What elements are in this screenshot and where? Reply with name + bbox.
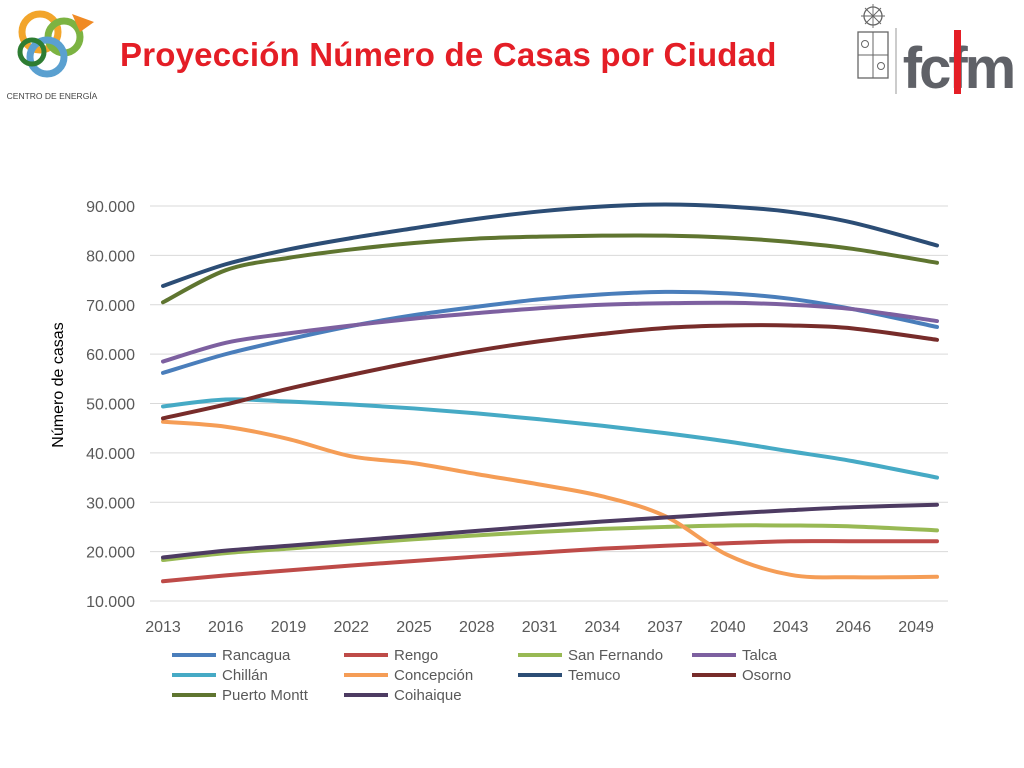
x-tick-label: 2022 [333,619,369,636]
legend-label: Rancagua [222,647,291,664]
legend-item: Concepción [344,667,473,684]
legend-label: Rengo [394,647,438,664]
y-axis-title: Número de casas [50,322,67,447]
series-line-puerto-montt [161,233,939,305]
x-tick-label: 2043 [773,619,809,636]
fcfm-logo: fcfm [857,4,1016,100]
series-line-coihaique [161,502,939,560]
legend-item: San Fernando [518,647,663,664]
series-line-talca [161,300,939,364]
legend-label: Concepción [394,667,473,684]
legend-item: Puerto Montt [172,687,309,704]
chart-series [161,202,939,584]
x-tick-label: 2040 [710,619,746,636]
page-title: Proyección Número de Casas por Ciudad [120,36,777,73]
legend-item: Rancagua [172,647,291,664]
legend-item: Osorno [692,667,791,684]
x-tick-label: 2049 [898,619,934,636]
series-line-concepci-n [161,419,939,580]
legend-item: Temuco [518,667,621,684]
y-tick-label: 50.000 [86,397,135,414]
x-tick-label: 2016 [208,619,244,636]
series-line-osorno [161,323,939,421]
y-tick-label: 40.000 [86,446,135,463]
chart-gridlines [150,205,948,602]
series-line-rengo [161,539,939,584]
centro-de-energia-logo: CENTRO DE ENERGÍA [7,10,98,101]
y-tick-label: 60.000 [86,347,135,364]
legend-label: Puerto Montt [222,687,309,704]
legend-item: Talca [692,647,778,664]
university-crest-icon [857,4,889,79]
legend-item: Rengo [344,647,438,664]
legend-label: San Fernando [568,647,663,664]
series-line-temuco [161,202,939,288]
y-tick-label: 70.000 [86,298,135,315]
series-line-rancagua [161,289,939,375]
y-tick-label: 30.000 [86,495,135,512]
legend-label: Temuco [568,667,621,684]
legend-label: Talca [742,647,778,664]
x-tick-label: 2013 [145,619,181,636]
logo-caption: CENTRO DE ENERGÍA [7,91,98,101]
legend-item: Chillán [172,667,268,684]
y-tick-label: 90.000 [86,199,135,216]
legend-item: Coihaique [344,687,462,704]
y-tick-label: 10.000 [86,594,135,611]
legend-label: Chillán [222,667,268,684]
x-axis-ticks: 2013 2016 2019 2022 2025 2028 2031 2034 2037 2040… [145,619,934,636]
y-tick-label: 80.000 [86,248,135,265]
y-axis-ticks: 10.000 20.000 30.000 40.000 50.000 60.000 70.0… [86,199,135,611]
series-line-san-fernando [161,523,939,563]
fcfm-red-accent [954,30,961,94]
series-line-chill-n [161,397,939,480]
legend-label: Coihaique [394,687,462,704]
x-tick-label: 2037 [647,619,683,636]
legend-label: Osorno [742,667,791,684]
chart-legend: Rancagua Rengo San Fernando Talca Chillán Con… [172,647,791,704]
x-tick-label: 2019 [271,619,307,636]
x-tick-label: 2025 [396,619,432,636]
x-tick-label: 2028 [459,619,495,636]
x-tick-label: 2031 [522,619,558,636]
x-tick-label: 2034 [585,619,621,636]
logo-swirl-icon [17,10,94,78]
y-tick-label: 20.000 [86,545,135,562]
x-tick-label: 2046 [836,619,872,636]
